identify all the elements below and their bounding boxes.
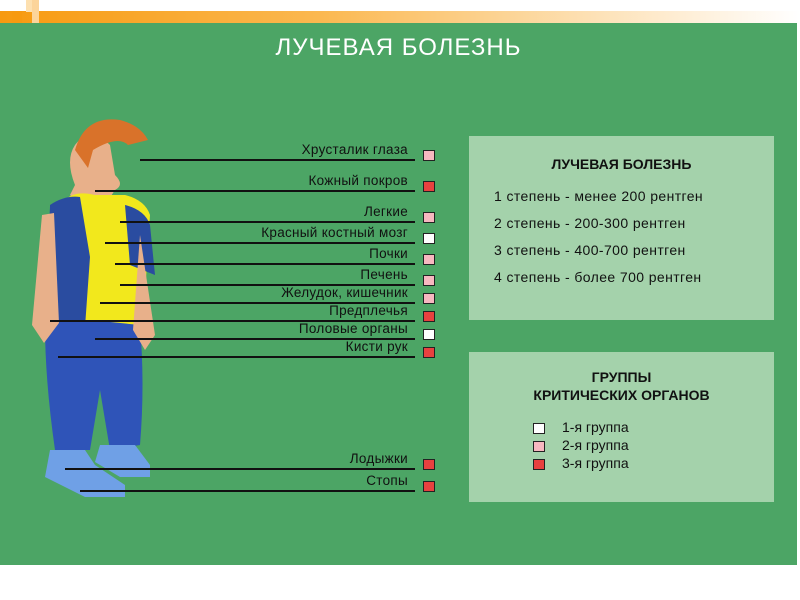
group-legend-item: 2-я группа [562, 437, 629, 453]
group-marker [423, 293, 435, 304]
group2-swatch [533, 441, 545, 452]
organ-label: Лодыжки [349, 451, 408, 466]
pointer-line [65, 468, 415, 470]
organ-label: Печень [360, 267, 408, 282]
degree-item: 4 степень - более 700 рентген [494, 269, 702, 285]
panel-title-line2: КРИТИЧЕСКИХ ОРГАНОВ [533, 387, 710, 403]
organ-label: Половые органы [298, 321, 408, 336]
group-marker [423, 347, 435, 358]
panel-title: ЛУЧЕВАЯ БОЛЕЗНЬ [551, 156, 692, 172]
slide-title: ЛУЧЕВАЯ БОЛЕЗНЬ [275, 34, 522, 61]
pointer-line [80, 490, 415, 492]
degree-item: 2 степень - 200-300 рентген [494, 215, 686, 231]
group-marker [423, 212, 435, 223]
pointer-line [140, 159, 415, 161]
pointer-line [95, 190, 415, 192]
organ-groups-panel: ГРУППЫ КРИТИЧЕСКИХ ОРГАНОВ 1-я группа 2-… [469, 352, 774, 502]
pointer-line [105, 242, 415, 244]
organ-label: Кожный покров [308, 173, 408, 188]
organ-label: Желудок, кишечник [281, 285, 408, 300]
decorative-square [12, 11, 22, 23]
organ-label: Кисти рук [345, 339, 408, 354]
organ-label: Почки [369, 246, 408, 261]
pointer-line [120, 284, 415, 286]
organ-label: Стопы [366, 473, 408, 488]
degree-item: 3 степень - 400-700 рентген [494, 242, 686, 258]
group1-swatch [533, 423, 545, 434]
group-marker [423, 481, 435, 492]
group3-swatch [533, 459, 545, 470]
pointer-line [100, 302, 415, 304]
pointer-line [50, 320, 415, 322]
group-marker [423, 459, 435, 470]
group-marker [423, 150, 435, 161]
group-marker [423, 275, 435, 286]
organ-label: Красный костный мозг [261, 225, 408, 240]
pointer-line [58, 356, 415, 358]
group-legend-item: 1-я группа [562, 419, 629, 435]
group-marker [423, 254, 435, 265]
pointer-line [95, 338, 415, 340]
decorative-top-bar [0, 11, 800, 23]
degree-item: 1 степень - менее 200 рентген [494, 188, 704, 204]
group-legend-item: 3-я группа [562, 455, 629, 471]
boy-illustration [32, 119, 155, 497]
organ-label: Легкие [363, 204, 408, 219]
panel-title-line1: ГРУППЫ [591, 369, 652, 385]
decorative-square [32, 0, 39, 23]
group-marker [423, 181, 435, 192]
pointer-line [120, 221, 415, 223]
disease-degrees-panel: ЛУЧЕВАЯ БОЛЕЗНЬ 1 степень - менее 200 ре… [469, 136, 774, 320]
group-marker [423, 233, 435, 244]
organ-label: Предплечья [329, 303, 408, 318]
group-marker [423, 311, 435, 322]
pointer-line [115, 263, 415, 265]
group-marker [423, 329, 435, 340]
organ-label: Хрусталик глаза [301, 142, 408, 157]
